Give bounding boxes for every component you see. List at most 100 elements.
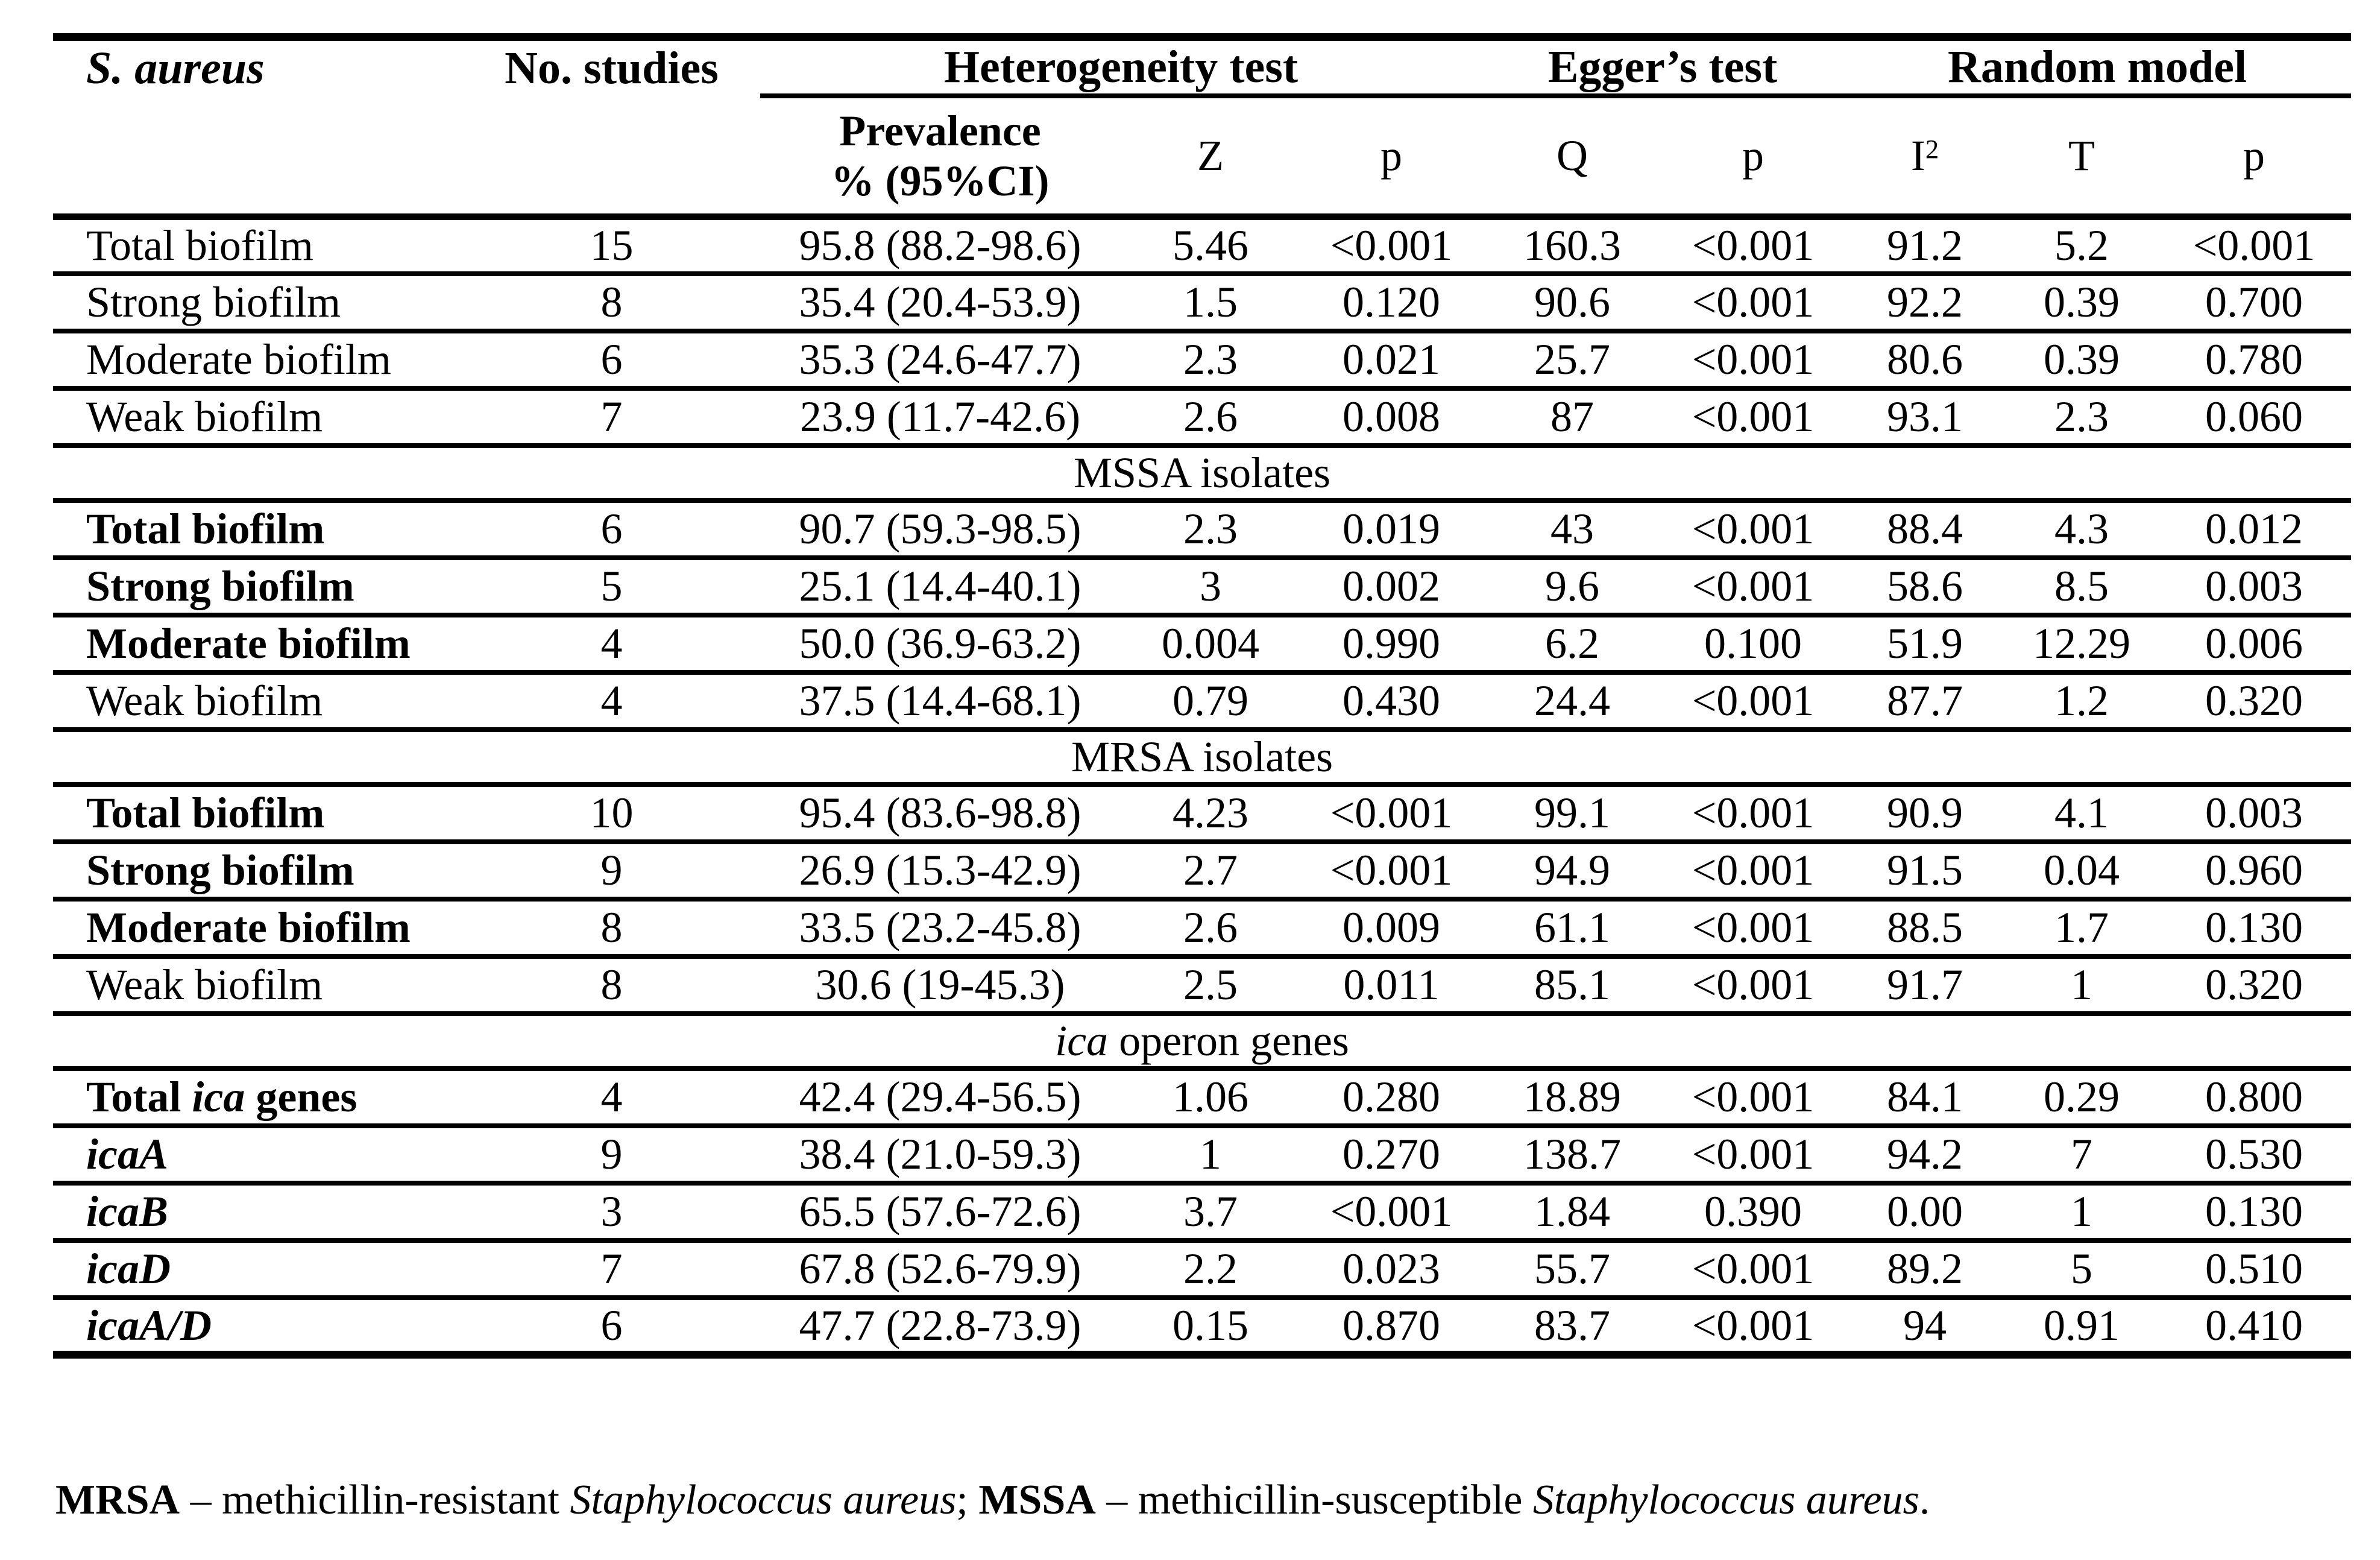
cell-q: 99.1 [1482,784,1663,844]
cell-p-random: 0.780 [2157,331,2352,391]
cell-t: 1.7 [2006,898,2157,959]
cell-p-heterogeneity: 0.023 [1301,1240,1482,1300]
cell-p-heterogeneity: 0.021 [1301,331,1482,391]
cell-p-random: 0.960 [2157,841,2352,902]
cell-q: 83.7 [1482,1297,1663,1357]
col-header-no-studies: No. studies [505,43,719,93]
section-row: ica operon genes [53,1013,2352,1071]
table-row: icaB 3 65.5 (57.6-72.6) 3.7 <0.001 1.84 … [53,1183,2352,1243]
group-header-eggers-test: Egger’s test [1482,37,1843,99]
empty-header-cell [463,96,760,220]
cell-p-random: 0.800 [2157,1068,2352,1128]
cell-p-heterogeneity: 0.120 [1301,274,1482,334]
group-header-heterogeneity-test: Heterogeneity test [760,37,1482,99]
cell-z: 2.5 [1120,956,1301,1016]
cell-prevalence: 90.7 (59.3-98.5) [760,501,1120,561]
section-header-ica-operon: ica operon genes [53,1013,2352,1071]
table-row: Total ica genes 4 42.4 (29.4-56.5) 1.06 … [53,1068,2352,1128]
cell-prevalence: 50.0 (36.9-63.2) [760,615,1120,675]
cell-i2: 87.7 [1843,672,2006,733]
cell-p-heterogeneity: 0.008 [1301,388,1482,449]
section-header-mssa: MSSA isolates [53,446,2352,504]
cell-t: 12.29 [2006,615,2157,675]
row-label: icaB [53,1183,463,1243]
cell-q: 6.2 [1482,615,1663,675]
table-row: Strong biofilm 5 25.1 (14.4-40.1) 3 0.00… [53,558,2352,618]
cell-i2: 91.7 [1843,956,2006,1016]
cell-p-egger: <0.001 [1663,216,1843,277]
cell-i2: 92.2 [1843,274,2006,334]
cell-z: 2.2 [1120,1240,1301,1300]
footnote-species-italic: Staphylococcus aureus [1532,1477,1919,1523]
row-label: Strong biofilm [53,841,463,902]
table-row: Strong biofilm 9 26.9 (15.3-42.9) 2.7 <0… [53,841,2352,902]
cell-p-random: 0.700 [2157,274,2352,334]
cell-t: 2.3 [2006,388,2157,449]
cell-p-egger: <0.001 [1663,1125,1843,1186]
cell-no-studies: 4 [463,615,760,675]
cell-p-random: 0.510 [2157,1240,2352,1300]
cell-p-egger: <0.001 [1663,331,1843,391]
cell-q: 160.3 [1482,216,1663,277]
cell-i2: 94.2 [1843,1125,2006,1186]
cell-p-heterogeneity: 0.270 [1301,1125,1482,1186]
cell-p-random: 0.003 [2157,784,2352,844]
cell-q: 87 [1482,388,1663,449]
cell-t: 4.1 [2006,784,2157,844]
section-row: MRSA isolates [53,730,2352,787]
cell-z: 0.79 [1120,672,1301,733]
cell-p-egger: <0.001 [1663,898,1843,959]
cell-i2: 93.1 [1843,388,2006,449]
col-header-z: Z [1120,96,1301,220]
row-label: Weak biofilm [53,956,463,1016]
cell-prevalence: 23.9 (11.7-42.6) [760,388,1120,449]
row-label: Total biofilm [53,216,463,277]
cell-q: 1.84 [1482,1183,1663,1243]
empty-header-cell [53,96,463,220]
cell-p-random: 0.410 [2157,1297,2352,1357]
cell-prevalence: 38.4 (21.0-59.3) [760,1125,1120,1186]
cell-p-heterogeneity: 0.280 [1301,1068,1482,1128]
section-header-mrsa: MRSA isolates [53,730,2352,787]
cell-no-studies: 4 [463,1068,760,1128]
cell-p-heterogeneity: <0.001 [1301,216,1482,277]
cell-p-random: 0.060 [2157,388,2352,449]
cell-p-heterogeneity: 0.011 [1301,956,1482,1016]
cell-prevalence: 47.7 (22.8-73.9) [760,1297,1120,1357]
cell-p-random: 0.530 [2157,1125,2352,1186]
col-header-p-egger: p [1663,96,1843,220]
cell-t: 5 [2006,1240,2157,1300]
cell-z: 5.46 [1120,216,1301,277]
row-label: Moderate biofilm [53,331,463,391]
cell-i2: 89.2 [1843,1240,2006,1300]
cell-p-random: 0.003 [2157,558,2352,618]
cell-q: 25.7 [1482,331,1663,391]
cell-prevalence: 30.6 (19-45.3) [760,956,1120,1016]
cell-no-studies: 6 [463,1297,760,1357]
table-row: Weak biofilm 7 23.9 (11.7-42.6) 2.6 0.00… [53,388,2352,449]
cell-p-heterogeneity: <0.001 [1301,784,1482,844]
cell-p-egger: <0.001 [1663,672,1843,733]
cell-p-egger: <0.001 [1663,956,1843,1016]
table-row: icaA 9 38.4 (21.0-59.3) 1 0.270 138.7 <0… [53,1125,2352,1186]
cell-p-egger: <0.001 [1663,784,1843,844]
cell-p-egger: <0.001 [1663,274,1843,334]
cell-t: 7 [2006,1125,2157,1186]
cell-p-egger: <0.001 [1663,1240,1843,1300]
cell-no-studies: 10 [463,784,760,844]
cell-p-heterogeneity: 0.430 [1301,672,1482,733]
cell-i2: 88.4 [1843,501,2006,561]
cell-z: 0.004 [1120,615,1301,675]
cell-i2: 91.5 [1843,841,2006,902]
table-row: Total biofilm 15 95.8 (88.2-98.6) 5.46 <… [53,216,2352,277]
header-row-groups: S. aureus No. studies Heterogeneity test… [53,37,2352,99]
cell-t: 0.29 [2006,1068,2157,1128]
table-row: Moderate biofilm 6 35.3 (24.6-47.7) 2.3 … [53,331,2352,391]
row-label: Total ica genes [53,1068,463,1128]
cell-p-heterogeneity: 0.002 [1301,558,1482,618]
cell-z: 2.6 [1120,388,1301,449]
cell-prevalence: 95.8 (88.2-98.6) [760,216,1120,277]
cell-p-random: <0.001 [2157,216,2352,277]
cell-p-heterogeneity: <0.001 [1301,841,1482,902]
cell-no-studies: 7 [463,388,760,449]
